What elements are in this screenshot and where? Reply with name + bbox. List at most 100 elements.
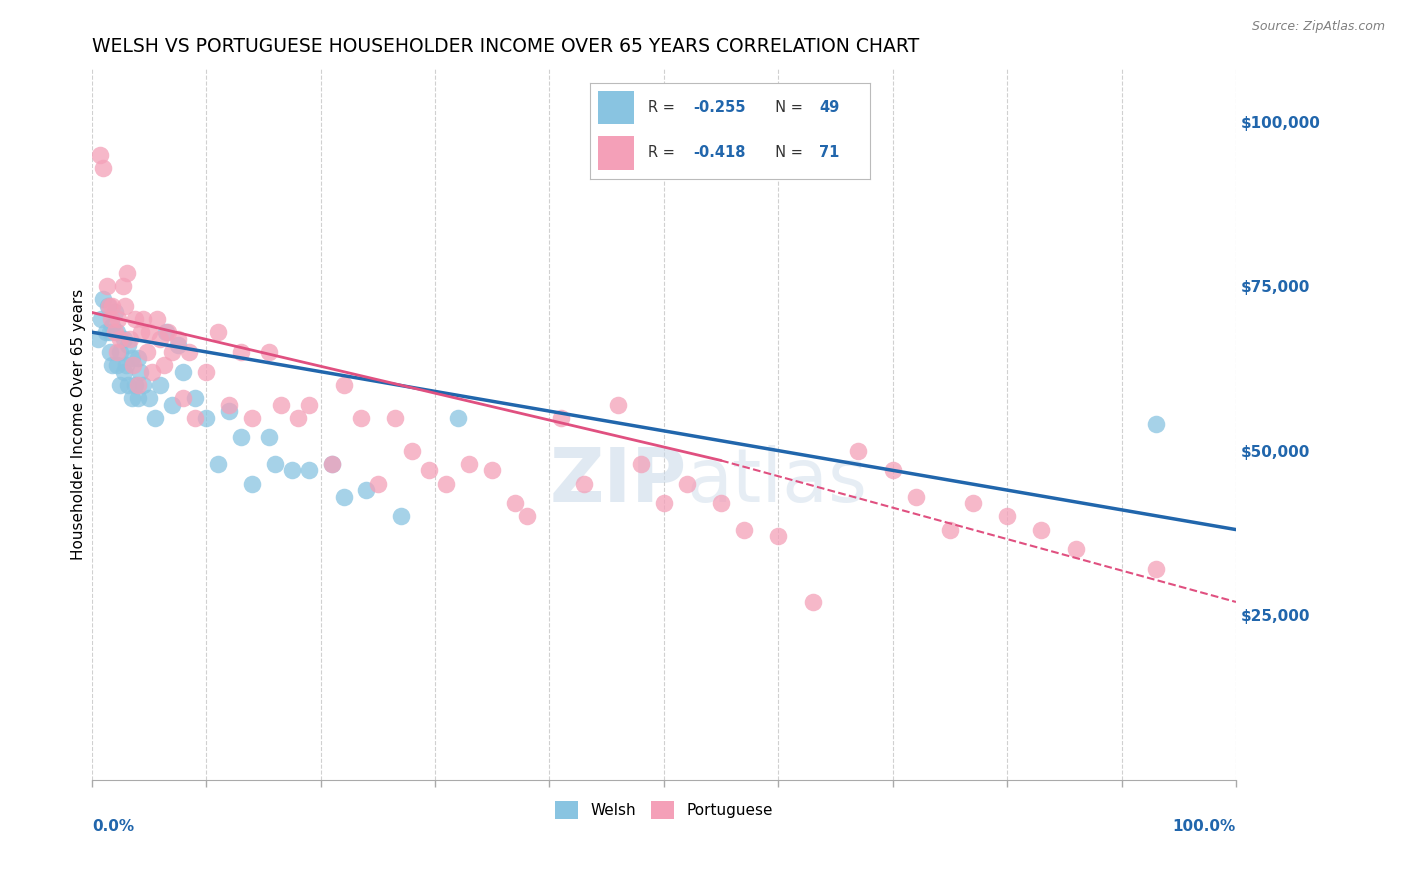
Point bbox=[166, 332, 188, 346]
Point bbox=[418, 463, 440, 477]
Point bbox=[127, 351, 149, 366]
Point bbox=[710, 496, 733, 510]
Point bbox=[112, 365, 135, 379]
Point bbox=[882, 463, 904, 477]
Point bbox=[115, 358, 138, 372]
Point bbox=[263, 457, 285, 471]
Point bbox=[1144, 417, 1167, 432]
Point bbox=[904, 490, 927, 504]
Point bbox=[384, 410, 406, 425]
Point bbox=[110, 332, 132, 346]
Point bbox=[481, 463, 503, 477]
Point bbox=[630, 457, 652, 471]
Point bbox=[298, 398, 321, 412]
Point bbox=[149, 377, 172, 392]
Point bbox=[122, 358, 145, 372]
Point bbox=[281, 463, 304, 477]
Point bbox=[184, 391, 207, 405]
Point bbox=[110, 345, 132, 359]
Point bbox=[503, 496, 526, 510]
Point bbox=[939, 523, 962, 537]
Point bbox=[129, 325, 152, 339]
Point bbox=[172, 365, 194, 379]
Point bbox=[287, 410, 309, 425]
Point bbox=[110, 377, 132, 392]
Point bbox=[105, 345, 128, 359]
Point bbox=[218, 398, 240, 412]
Point bbox=[157, 325, 180, 339]
Text: atlas: atlas bbox=[686, 444, 868, 517]
Point bbox=[1031, 523, 1053, 537]
Point bbox=[153, 358, 176, 372]
Text: 0.0%: 0.0% bbox=[91, 819, 134, 834]
Point bbox=[652, 496, 675, 510]
Point bbox=[356, 483, 378, 497]
Point bbox=[270, 398, 292, 412]
Point bbox=[132, 312, 155, 326]
Point bbox=[458, 457, 481, 471]
Point bbox=[155, 325, 177, 339]
Point bbox=[128, 365, 150, 379]
Point bbox=[1064, 542, 1087, 557]
Point bbox=[389, 509, 412, 524]
Point bbox=[101, 358, 124, 372]
Point bbox=[124, 312, 146, 326]
Point bbox=[1144, 562, 1167, 576]
Point bbox=[321, 457, 343, 471]
Point bbox=[132, 377, 155, 392]
Point bbox=[177, 345, 200, 359]
Point bbox=[848, 443, 870, 458]
Point bbox=[160, 345, 183, 359]
Point bbox=[229, 430, 252, 444]
Point bbox=[240, 476, 263, 491]
Point bbox=[143, 410, 166, 425]
Text: 100.0%: 100.0% bbox=[1173, 819, 1236, 834]
Point bbox=[135, 345, 157, 359]
Point bbox=[332, 490, 354, 504]
Point bbox=[572, 476, 595, 491]
Point bbox=[91, 293, 114, 307]
Point bbox=[962, 496, 984, 510]
Point bbox=[111, 279, 134, 293]
Point bbox=[121, 351, 143, 366]
Point bbox=[240, 410, 263, 425]
Point bbox=[516, 509, 538, 524]
Point bbox=[105, 358, 128, 372]
Point bbox=[97, 299, 120, 313]
Point bbox=[607, 398, 630, 412]
Point bbox=[207, 457, 229, 471]
Point bbox=[257, 345, 280, 359]
Point bbox=[172, 391, 194, 405]
Point bbox=[138, 325, 160, 339]
Point bbox=[141, 365, 163, 379]
Point bbox=[436, 476, 458, 491]
Point bbox=[114, 299, 136, 313]
Point bbox=[89, 147, 111, 161]
Point bbox=[124, 377, 146, 392]
Point bbox=[104, 325, 127, 339]
Point bbox=[350, 410, 373, 425]
Point bbox=[96, 279, 118, 293]
Point bbox=[112, 332, 135, 346]
Point bbox=[104, 305, 127, 319]
Point bbox=[768, 529, 790, 543]
Point bbox=[675, 476, 697, 491]
Point bbox=[94, 325, 117, 339]
Point bbox=[90, 312, 112, 326]
Text: ZIP: ZIP bbox=[550, 444, 686, 517]
Point bbox=[86, 332, 108, 346]
Point bbox=[733, 523, 755, 537]
Point bbox=[257, 430, 280, 444]
Point bbox=[100, 312, 122, 326]
Point bbox=[401, 443, 423, 458]
Point bbox=[229, 345, 252, 359]
Point bbox=[118, 332, 141, 346]
Point bbox=[91, 161, 114, 175]
Point bbox=[97, 299, 120, 313]
Point bbox=[995, 509, 1018, 524]
Point bbox=[218, 404, 240, 418]
Point bbox=[447, 410, 470, 425]
Point bbox=[121, 391, 143, 405]
Point bbox=[146, 312, 169, 326]
Point bbox=[195, 410, 218, 425]
